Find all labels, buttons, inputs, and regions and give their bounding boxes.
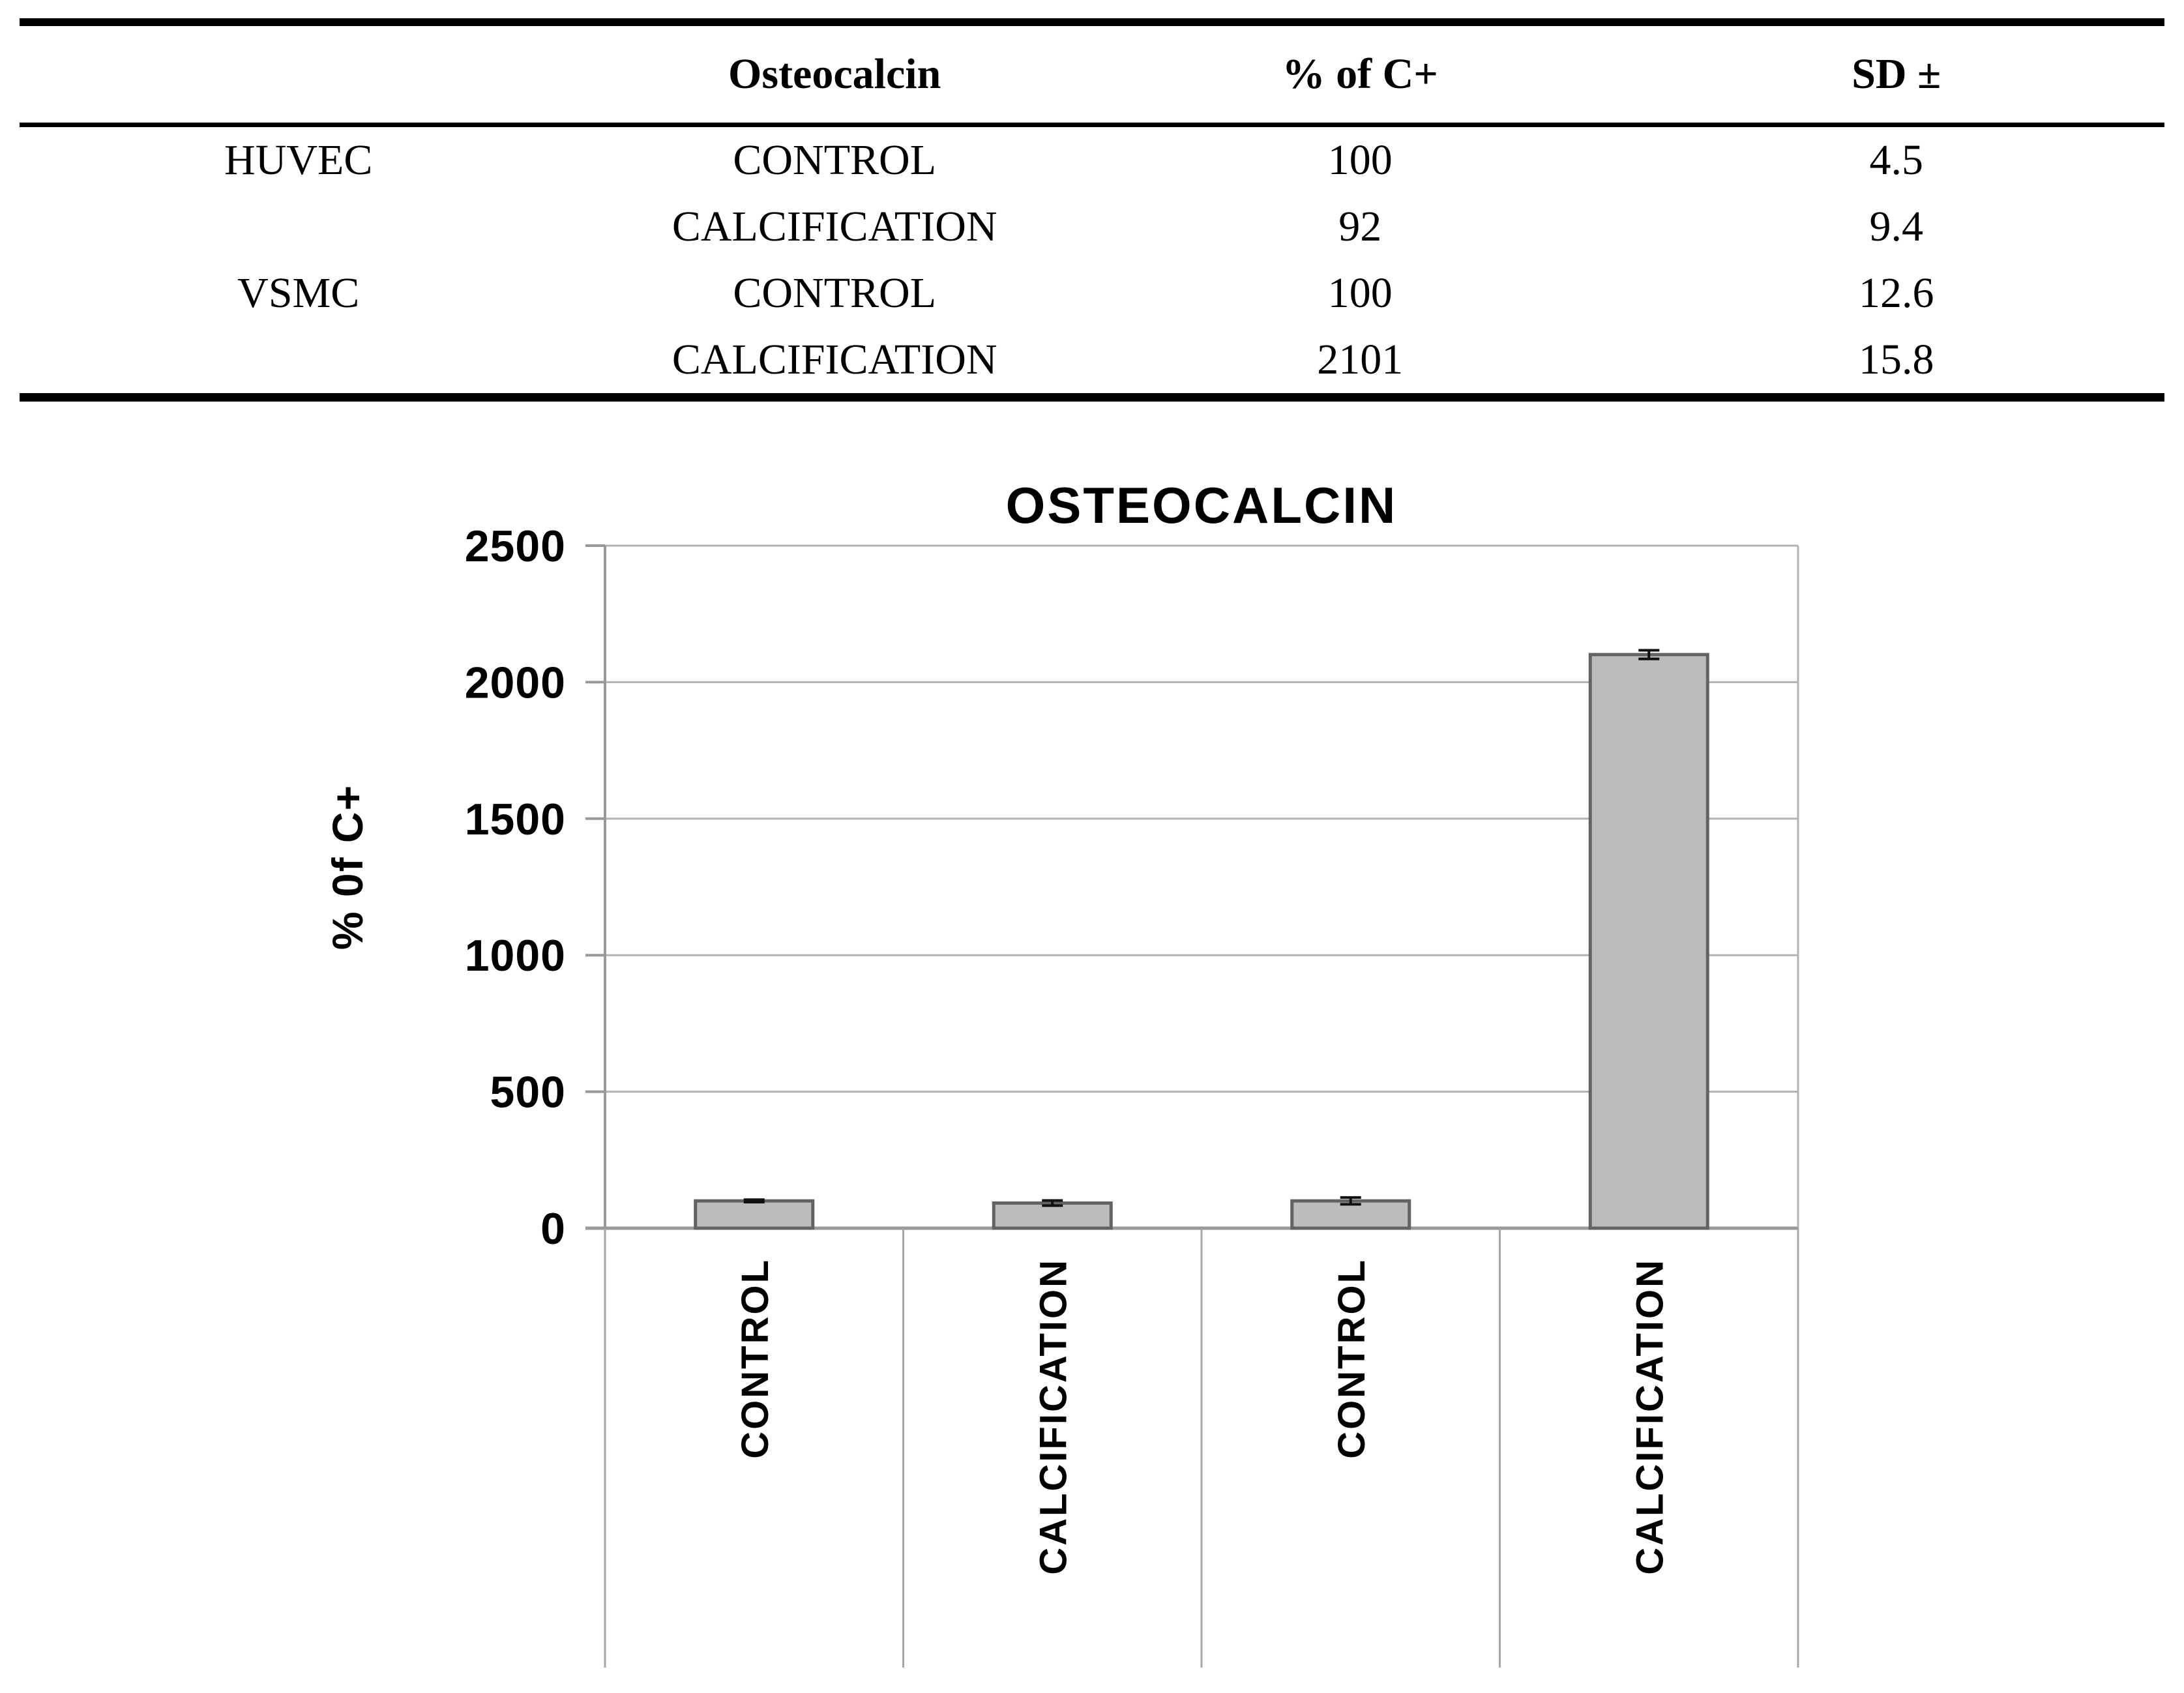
x-category-label: CONTROL bbox=[1331, 1258, 1373, 1459]
cell-condition: CALCIFICATION bbox=[671, 203, 997, 250]
bar bbox=[992, 1201, 1113, 1230]
bar bbox=[694, 1199, 815, 1230]
cell-group: HUVEC bbox=[224, 136, 373, 184]
y-tick-label: 1000 bbox=[465, 931, 566, 980]
y-axis-title: % 0f C+ bbox=[323, 784, 372, 950]
y-tick-label: 2500 bbox=[465, 522, 566, 571]
cell-sd: 4.5 bbox=[1869, 136, 1923, 184]
cell-group: VSMC bbox=[237, 269, 360, 317]
chart-title: OSTEOCALCIN bbox=[1006, 477, 1398, 534]
cell-pct: 92 bbox=[1338, 203, 1382, 250]
y-tick-label: 1500 bbox=[465, 795, 566, 844]
header-cell-gene: Osteocalcin bbox=[728, 50, 941, 98]
cell-sd: 12.6 bbox=[1858, 269, 1934, 317]
bar bbox=[1588, 653, 1709, 1230]
x-category-label: CALCIFICATION bbox=[1032, 1258, 1074, 1575]
x-category-label: CALCIFICATION bbox=[1629, 1258, 1671, 1575]
table-row: VSMC CONTROL 100 12.6 bbox=[20, 260, 2164, 327]
cell-condition: CALCIFICATION bbox=[671, 336, 997, 383]
bar bbox=[1290, 1199, 1411, 1230]
y-tick-label: 500 bbox=[490, 1068, 566, 1117]
cell-pct: 2101 bbox=[1317, 336, 1404, 383]
header-cell-sd: SD ± bbox=[1852, 50, 1941, 98]
table-header-row: Osteocalcin % of C+ SD ± bbox=[20, 22, 2164, 125]
cell-condition: CONTROL bbox=[733, 269, 937, 317]
table-row: CALCIFICATION 92 9.4 bbox=[20, 194, 2164, 260]
table-row: CALCIFICATION 2101 15.8 bbox=[20, 327, 2164, 398]
table-row: HUVEC CONTROL 100 4.5 bbox=[20, 125, 2164, 194]
cell-pct: 100 bbox=[1327, 136, 1393, 184]
header-cell-pct: % of C+ bbox=[1282, 50, 1438, 98]
cell-condition: CONTROL bbox=[733, 136, 937, 184]
cell-pct: 100 bbox=[1327, 269, 1393, 317]
cell-sd: 9.4 bbox=[1869, 203, 1923, 250]
y-tick-label: 0 bbox=[540, 1204, 566, 1254]
y-tick-label: 2000 bbox=[465, 658, 566, 707]
cell-sd: 15.8 bbox=[1858, 336, 1934, 383]
results-table: Osteocalcin % of C+ SD ± HUVEC CONTROL 1… bbox=[20, 18, 2164, 402]
x-category-label: CONTROL bbox=[734, 1258, 776, 1459]
